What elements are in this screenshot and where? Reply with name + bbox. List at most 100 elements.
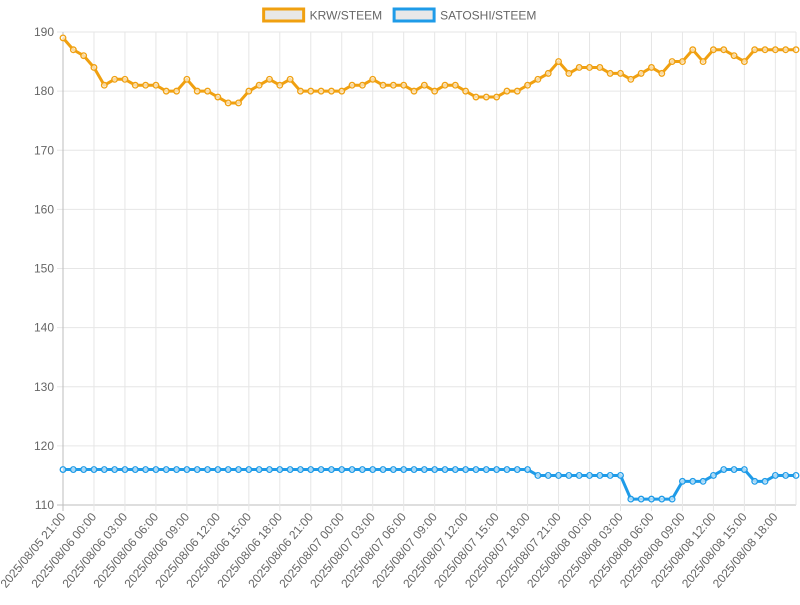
data-point[interactable] bbox=[204, 87, 211, 95]
legend[interactable]: KRW/STEEM SATOSHI/STEEM bbox=[262, 7, 537, 23]
data-point[interactable] bbox=[699, 477, 707, 485]
data-point[interactable] bbox=[617, 471, 624, 479]
data-point[interactable] bbox=[173, 466, 181, 473]
data-point[interactable] bbox=[740, 466, 748, 473]
data-point[interactable] bbox=[235, 99, 242, 107]
data-point[interactable] bbox=[792, 46, 800, 54]
data-point[interactable] bbox=[555, 58, 562, 66]
data-point[interactable] bbox=[183, 466, 191, 473]
data-point[interactable] bbox=[214, 93, 222, 101]
data-point[interactable] bbox=[317, 87, 325, 95]
data-point[interactable] bbox=[513, 466, 521, 473]
data-point[interactable] bbox=[792, 471, 800, 479]
data-point[interactable] bbox=[730, 52, 738, 60]
data-point[interactable] bbox=[441, 466, 449, 473]
data-point[interactable] bbox=[720, 466, 728, 473]
data-point[interactable] bbox=[420, 81, 428, 89]
data-point[interactable] bbox=[297, 466, 304, 473]
data-point[interactable] bbox=[111, 466, 119, 473]
data-point[interactable] bbox=[389, 466, 397, 473]
data-point[interactable] bbox=[761, 477, 769, 485]
data-point[interactable] bbox=[266, 466, 273, 473]
legend-item-krw-steem[interactable]: KRW/STEEM bbox=[262, 7, 382, 23]
data-point[interactable] bbox=[472, 93, 480, 101]
data-point[interactable] bbox=[152, 81, 160, 89]
data-point[interactable] bbox=[637, 495, 645, 503]
data-point[interactable] bbox=[544, 69, 552, 77]
data-point[interactable] bbox=[80, 466, 88, 473]
data-point[interactable] bbox=[286, 75, 294, 83]
data-point[interactable] bbox=[369, 75, 377, 83]
data-point[interactable] bbox=[709, 471, 717, 479]
data-point[interactable] bbox=[121, 75, 129, 83]
data-point[interactable] bbox=[245, 466, 253, 473]
data-point[interactable] bbox=[575, 64, 583, 71]
data-point[interactable] bbox=[193, 87, 201, 95]
data-point[interactable] bbox=[348, 466, 356, 473]
data-point[interactable] bbox=[266, 75, 273, 83]
data-point[interactable] bbox=[131, 466, 139, 473]
data-point[interactable] bbox=[400, 81, 408, 89]
data-point[interactable] bbox=[720, 46, 728, 54]
data-point[interactable] bbox=[451, 466, 459, 473]
data-point[interactable] bbox=[586, 471, 593, 479]
data-point[interactable] bbox=[389, 81, 397, 89]
data-point[interactable] bbox=[90, 64, 98, 71]
data-point[interactable] bbox=[431, 87, 439, 95]
data-point[interactable] bbox=[307, 87, 315, 95]
data-point[interactable] bbox=[627, 495, 635, 503]
data-point[interactable] bbox=[338, 87, 346, 95]
data-point[interactable] bbox=[111, 75, 119, 83]
data-point[interactable] bbox=[327, 466, 335, 473]
data-point[interactable] bbox=[90, 466, 98, 473]
data-point[interactable] bbox=[555, 471, 562, 479]
data-point[interactable] bbox=[596, 471, 604, 479]
data-point[interactable] bbox=[771, 46, 779, 54]
data-point[interactable] bbox=[689, 46, 697, 54]
data-point[interactable] bbox=[358, 466, 366, 473]
data-point[interactable] bbox=[606, 69, 614, 77]
data-point[interactable] bbox=[379, 466, 387, 473]
data-point[interactable] bbox=[648, 64, 655, 71]
data-point[interactable] bbox=[451, 81, 459, 89]
data-point[interactable] bbox=[524, 81, 532, 89]
data-point[interactable] bbox=[761, 46, 769, 54]
data-point[interactable] bbox=[544, 471, 552, 479]
data-point[interactable] bbox=[534, 75, 542, 83]
data-point[interactable] bbox=[276, 466, 284, 473]
data-point[interactable] bbox=[121, 466, 129, 473]
data-point[interactable] bbox=[740, 58, 748, 66]
data-point[interactable] bbox=[678, 477, 686, 485]
data-point[interactable] bbox=[689, 477, 697, 485]
data-point[interactable] bbox=[400, 466, 408, 473]
data-point[interactable] bbox=[709, 46, 717, 54]
data-point[interactable] bbox=[142, 81, 150, 89]
data-point[interactable] bbox=[524, 466, 532, 473]
data-point[interactable] bbox=[235, 466, 242, 473]
data-point[interactable] bbox=[80, 52, 88, 60]
data-point[interactable] bbox=[658, 69, 666, 77]
data-point[interactable] bbox=[668, 58, 676, 66]
data-point[interactable] bbox=[59, 466, 67, 473]
data-point[interactable] bbox=[317, 466, 325, 473]
data-point[interactable] bbox=[658, 495, 666, 503]
data-point[interactable] bbox=[162, 466, 170, 473]
data-point[interactable] bbox=[565, 471, 573, 479]
data-point[interactable] bbox=[152, 466, 160, 473]
data-point[interactable] bbox=[771, 471, 779, 479]
data-point[interactable] bbox=[586, 64, 593, 71]
data-point[interactable] bbox=[379, 81, 387, 89]
data-point[interactable] bbox=[410, 87, 418, 95]
data-point[interactable] bbox=[162, 87, 170, 95]
data-point[interactable] bbox=[782, 471, 790, 479]
data-point[interactable] bbox=[513, 87, 521, 95]
data-point[interactable] bbox=[255, 81, 263, 89]
data-point[interactable] bbox=[131, 81, 139, 89]
data-point[interactable] bbox=[472, 466, 480, 473]
data-point[interactable] bbox=[575, 471, 583, 479]
data-point[interactable] bbox=[224, 466, 232, 473]
data-point[interactable] bbox=[255, 466, 263, 473]
data-point[interactable] bbox=[69, 466, 77, 473]
data-point[interactable] bbox=[245, 87, 253, 95]
data-point[interactable] bbox=[596, 64, 604, 71]
